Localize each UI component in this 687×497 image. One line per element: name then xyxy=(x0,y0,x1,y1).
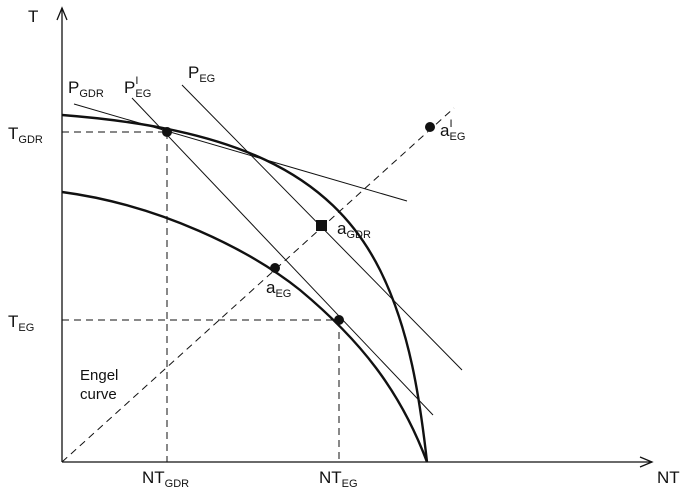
label-a-prime-eg: aI EG xyxy=(440,118,465,143)
engel-curve-label-line2: curve xyxy=(80,386,117,403)
x-axis-label: NT xyxy=(657,468,680,487)
tangency-point-gdr xyxy=(162,127,172,137)
guide-lines xyxy=(61,107,455,463)
label-a-eg: aEG xyxy=(266,278,291,300)
label-p-eg: PEG xyxy=(188,63,215,85)
tick-t-gdr: TGDR xyxy=(8,124,43,146)
price-lines xyxy=(73,84,463,416)
point-a-eg xyxy=(270,263,280,273)
x-axis-arrow-icon xyxy=(639,456,654,468)
label-p-gdr: PGDR xyxy=(68,78,104,100)
label-a-gdr: aGDR xyxy=(337,219,371,241)
tangency-point-eg xyxy=(334,315,344,325)
points xyxy=(162,122,435,325)
tick-t-eg: TEG xyxy=(8,312,34,334)
production-frontiers xyxy=(61,113,429,463)
axes xyxy=(56,6,654,468)
tick-nt-eg: NTEG xyxy=(319,468,358,490)
tick-nt-gdr: NTGDR xyxy=(142,468,189,490)
point-a-prime-eg xyxy=(425,122,435,132)
ppf-gdr-curve xyxy=(61,113,429,463)
point-a-gdr xyxy=(316,220,327,231)
p-prime-eg-line xyxy=(131,97,434,416)
y-axis-arrow-icon xyxy=(56,6,68,21)
engel-curve-line xyxy=(61,107,455,463)
ppf-eg-curve xyxy=(61,190,429,463)
p-gdr-line xyxy=(73,103,408,202)
engel-curve-label-line1: Engel xyxy=(80,367,118,384)
y-axis-label: T xyxy=(28,7,38,26)
label-p-prime-eg: PI EG xyxy=(124,75,151,100)
